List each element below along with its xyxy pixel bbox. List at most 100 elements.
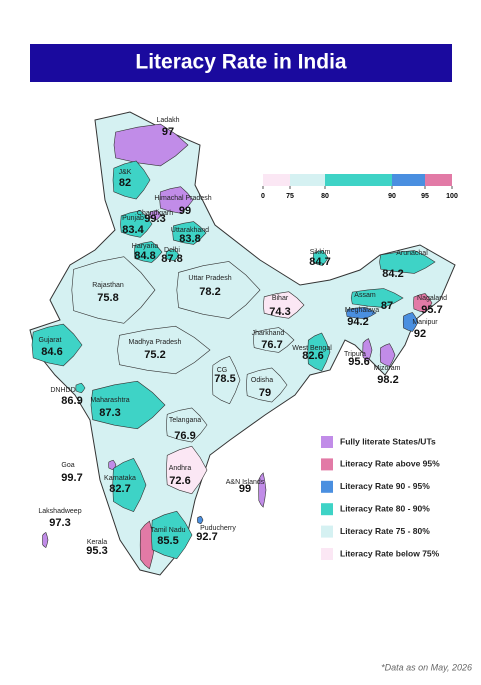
region-shape bbox=[31, 323, 83, 367]
region-value: 84.7 bbox=[309, 256, 330, 268]
region-name: Uttarakhand bbox=[171, 227, 209, 234]
legend-swatch bbox=[321, 458, 333, 471]
region-shape bbox=[197, 515, 204, 525]
region-value: 75.8 bbox=[97, 292, 118, 304]
region-shape bbox=[165, 248, 180, 262]
region-shape bbox=[312, 250, 329, 266]
scale-segment bbox=[263, 174, 290, 186]
region-value: 99 bbox=[179, 205, 191, 217]
region-shape bbox=[71, 256, 156, 324]
region-name: A&N Islands bbox=[226, 479, 265, 486]
region-shape bbox=[117, 325, 211, 375]
region-value: 99.7 bbox=[61, 472, 82, 484]
region-name: Chandigarh bbox=[137, 210, 173, 217]
scale-tick-label: 75 bbox=[286, 193, 294, 200]
scale-tick-label: 90 bbox=[388, 193, 396, 200]
region-shape bbox=[120, 210, 153, 238]
region-shape bbox=[42, 531, 49, 549]
region-value: 84.8 bbox=[134, 250, 155, 262]
region-value: 78.5 bbox=[214, 373, 235, 385]
region-name: Karnataka bbox=[104, 475, 136, 482]
region-name: Bihar bbox=[272, 295, 289, 302]
region-shape bbox=[379, 343, 396, 367]
region-name: DNHDD bbox=[50, 387, 75, 394]
region-name: Lakshadweep bbox=[38, 508, 81, 515]
region-value: 84.6 bbox=[41, 346, 62, 358]
region-value: 85.5 bbox=[157, 535, 178, 547]
region-name: Himachal Pradesh bbox=[154, 195, 211, 202]
region-name: Maharashtra bbox=[90, 397, 129, 404]
region-value: 79 bbox=[259, 387, 271, 399]
region-shape bbox=[262, 291, 305, 319]
scale-tick-label: 95 bbox=[421, 193, 429, 200]
region-shapes bbox=[31, 123, 436, 570]
region-value: 74.3 bbox=[269, 306, 290, 318]
region-shape bbox=[258, 472, 267, 508]
legend-label: Fully literate States/UTs bbox=[340, 436, 436, 446]
region-value: 99.3 bbox=[144, 213, 165, 225]
scale-tick-label: 0 bbox=[261, 193, 265, 200]
region-name: Haryana bbox=[132, 243, 159, 250]
region-shape bbox=[149, 209, 162, 221]
region-shape bbox=[362, 338, 373, 362]
region-name: Ladakh bbox=[157, 117, 180, 124]
region-name: Manipur bbox=[412, 319, 438, 326]
region-value: 97.3 bbox=[49, 517, 70, 529]
region-value: 84.2 bbox=[382, 268, 403, 280]
region-name: Tripura bbox=[344, 351, 366, 358]
region-value: 99 bbox=[239, 483, 251, 495]
region-shape bbox=[346, 306, 377, 320]
region-shape bbox=[252, 327, 295, 353]
scale-segment bbox=[325, 174, 392, 186]
region-shape bbox=[402, 312, 419, 332]
region-value: 82.7 bbox=[109, 483, 130, 495]
region-name: Arunachal bbox=[396, 250, 428, 257]
region-value: 75.2 bbox=[144, 349, 165, 361]
region-value: 92.7 bbox=[196, 531, 217, 543]
region-value: 98.2 bbox=[377, 374, 398, 386]
region-name: Assam bbox=[354, 292, 376, 299]
region-name: Andhra bbox=[169, 465, 192, 472]
region-value: 78.2 bbox=[199, 286, 220, 298]
region-name: Tamil Nadu bbox=[150, 527, 185, 534]
region-name: Punjab bbox=[122, 215, 144, 222]
region-value: 95.6 bbox=[348, 356, 369, 368]
region-value: 82 bbox=[119, 177, 131, 189]
footnote: *Data as on May, 2026 bbox=[381, 662, 472, 672]
region-shape bbox=[211, 355, 241, 405]
scale-segment bbox=[392, 174, 425, 186]
region-name: Telangana bbox=[169, 417, 201, 424]
region-name: Gujarat bbox=[39, 337, 62, 344]
region-value: 94.2 bbox=[347, 316, 368, 328]
region-shape bbox=[133, 241, 163, 263]
region-shape bbox=[307, 332, 331, 372]
legend-label: Literacy Rate below 75% bbox=[340, 548, 440, 558]
region-name: Uttar Pradesh bbox=[188, 275, 231, 282]
region-name: Madhya Pradesh bbox=[129, 339, 182, 346]
region-shape bbox=[113, 123, 189, 167]
region-value: 82.6 bbox=[302, 350, 323, 362]
legend-label: Literacy Rate above 95% bbox=[340, 459, 440, 469]
region-name: Sikkim bbox=[310, 249, 331, 256]
region-name: Puducherry bbox=[200, 525, 236, 532]
region-value: 72.6 bbox=[169, 475, 190, 487]
region-name: Delhi bbox=[164, 247, 180, 254]
region-shape bbox=[75, 382, 86, 394]
region-value: 76.7 bbox=[261, 339, 282, 351]
legend-swatch bbox=[321, 480, 333, 493]
legend-swatch bbox=[321, 436, 333, 448]
region-shape bbox=[150, 510, 193, 560]
region-shape bbox=[176, 261, 261, 319]
region-name: Mizoram bbox=[374, 365, 401, 372]
scale-segment bbox=[425, 174, 452, 186]
region-value: 76.9 bbox=[174, 430, 195, 442]
legend-swatch bbox=[321, 503, 333, 516]
legend-label: Literacy Rate 90 - 95% bbox=[340, 481, 430, 491]
region-value: 97 bbox=[162, 126, 174, 138]
region-shape bbox=[165, 407, 208, 443]
title-bar bbox=[30, 44, 452, 82]
region-shape bbox=[112, 160, 151, 200]
legend-swatch bbox=[321, 548, 333, 560]
scale-tick-label: 100 bbox=[446, 193, 458, 200]
